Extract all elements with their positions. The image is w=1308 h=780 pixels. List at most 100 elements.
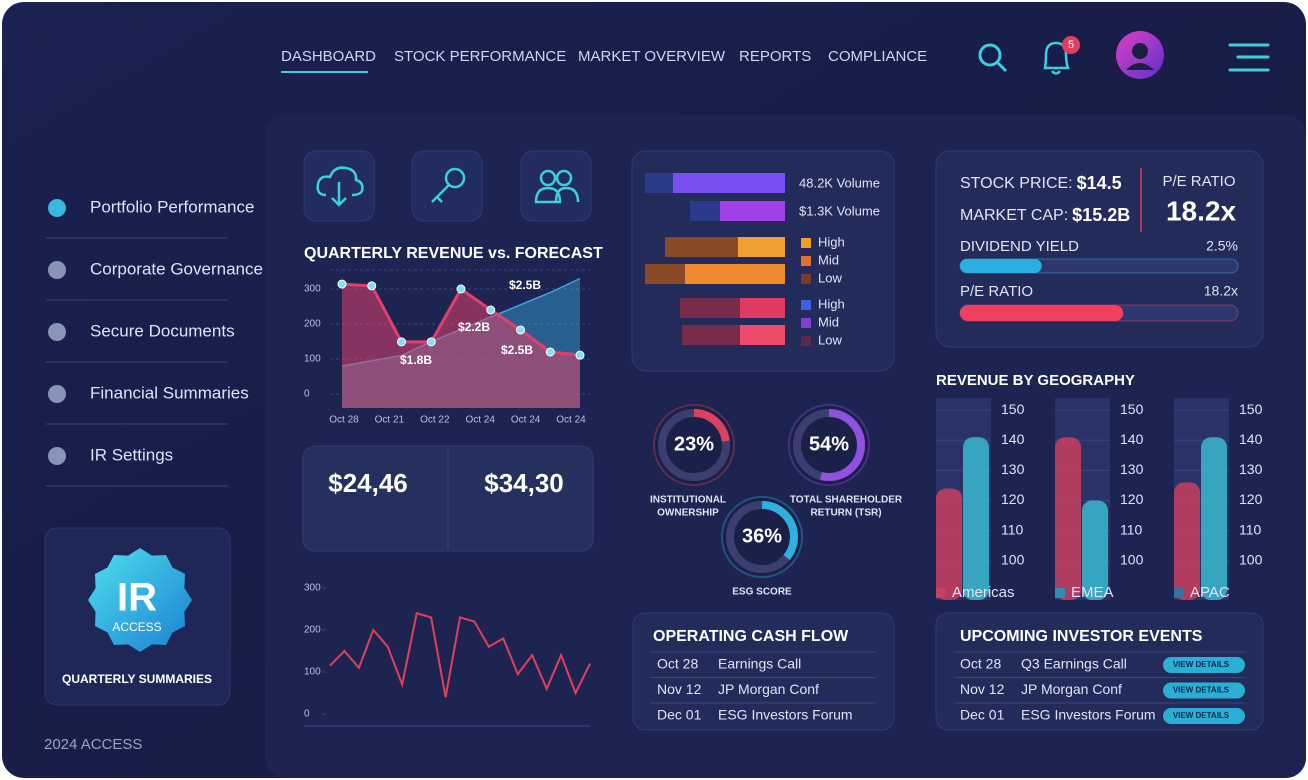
sidebar-icon [48,261,66,279]
legend-swatch [801,256,811,266]
view-button[interactable] [1163,708,1245,724]
users-button[interactable] [520,150,592,222]
sidebar-item[interactable]: Portfolio Performance [90,197,254,216]
y-tick-label: 130 [1001,461,1025,477]
row-event: Q3 Earnings Call [1021,656,1127,672]
avatar-body [1126,63,1154,70]
cloud-glyph [316,166,364,197]
badge-seal [88,548,192,652]
x-tick-label: Oct 22 [420,415,450,426]
nav-item[interactable]: STOCK PERFORMANCE [394,48,566,65]
volume-segment [680,298,740,318]
menu-icon[interactable] [1228,43,1270,72]
nav-item[interactable]: COMPLIANCE [828,48,927,65]
series-point [426,337,436,347]
view-button[interactable] [1163,682,1245,699]
nav-item[interactable]: REPORTS [739,48,811,65]
view-button-label[interactable]: VIEW DETAILS [1173,686,1230,695]
y-tick-label: 110 [1001,521,1024,537]
panel-title: OPERATING CASH FLOW [653,628,849,645]
volume-segment [665,237,738,257]
search-icon-handle [995,60,1008,73]
series-point [575,350,585,360]
kpi-value: $34,30 [484,468,564,498]
legend-label: EMEA [1071,584,1114,601]
volume-label: 48.2K Volume [799,175,880,190]
progress-fill [960,259,1042,273]
volume-segment [738,237,785,257]
volume-label: $1.3K Volume [799,203,880,218]
volume-segment [645,173,673,193]
row-date: Dec 01 [960,707,1005,723]
nav-item[interactable]: DASHBOARD [281,48,376,65]
sidebar-icon [48,385,66,403]
badge-subtitle: ACCESS [112,620,161,634]
nav-item[interactable]: MARKET OVERVIEW [578,48,726,65]
y-tick-label: 0 [304,389,310,400]
progress-label: DIVIDEND YIELD [960,238,1079,255]
row-event: JP Morgan Conf [1021,681,1122,697]
search-icon[interactable] [978,43,1002,67]
stock-metric: STOCK PRICE: $14.5 [960,173,1122,193]
y-tick-label: 140 [1001,431,1025,447]
series-point [397,337,406,347]
key-glyph [444,167,466,189]
chart-title: REVENUE BY GEOGRAPHY [936,372,1135,389]
volume-segment [645,264,685,284]
geo-bar [1082,500,1108,600]
chart-title: QUARTERLY REVENUE vs. FORECAST [304,245,603,262]
metric-label: STOCK PRICE: [960,175,1073,192]
y-tick-label: 140 [1120,431,1144,447]
x-tick-label: Oct 24 [465,415,495,426]
events-panel [935,612,1264,731]
series-point [516,325,525,335]
donut-value: 36% [742,525,782,547]
user-glyph [555,169,573,187]
donut-caption: ESG SCORE [732,587,792,598]
trend-line [329,611,591,698]
donut-value: 23% [674,433,714,455]
annotation: $2.2B [458,320,490,334]
row-date: Dec 01 [657,707,702,723]
series-point [486,305,496,315]
badge-title: IR [117,576,157,620]
view-button-label[interactable]: VIEW DETAILS [1173,660,1230,669]
donut-caption: TOTAL SHAREHOLDER [790,495,903,506]
y-tick-label: 0 [304,709,310,720]
sidebar-item[interactable]: Financial Summaries [90,383,249,402]
panel-title: UPCOMING INVESTOR EVENTS [960,628,1203,645]
x-tick-label: Oct 21 [375,415,405,426]
y-tick-label: 100 [1001,552,1025,568]
volume-segment [690,201,720,221]
pe-label: P/E RATIO [1162,173,1235,190]
sidebar-icon [48,199,66,217]
series-point [456,284,466,294]
legend-swatch [801,336,811,346]
progress-fill [960,305,1124,321]
sidebar-item[interactable]: IR Settings [90,445,173,464]
geo-bar [1201,437,1227,600]
y-tick-label: 120 [1001,491,1025,507]
key-glyph-stem [431,184,450,203]
view-button-label[interactable]: VIEW DETAILS [1173,711,1230,720]
sidebar-item[interactable]: Secure Documents [90,321,235,340]
volume-segment [740,298,785,318]
legend-label: Low [818,332,842,347]
y-tick-label: 100 [304,354,321,365]
series-point [367,281,377,291]
kpi-value: $24,46 [328,468,408,498]
y-tick-label: 300 [304,583,321,594]
legend-swatch [936,588,946,598]
bell-icon[interactable] [1043,41,1070,75]
progress-label: P/E RATIO [960,283,1033,300]
avatar-head [1132,43,1148,59]
row-date: Nov 12 [657,681,702,697]
legend-label: Mid [818,314,839,329]
annotation: $2.5B [509,278,541,292]
metric-value: $15.2B [1072,205,1130,225]
sidebar-item[interactable]: Corporate Governance [90,259,263,278]
view-button[interactable] [1163,657,1245,673]
user-glyph [539,169,557,187]
row-event: ESG Investors Forum [718,707,853,723]
